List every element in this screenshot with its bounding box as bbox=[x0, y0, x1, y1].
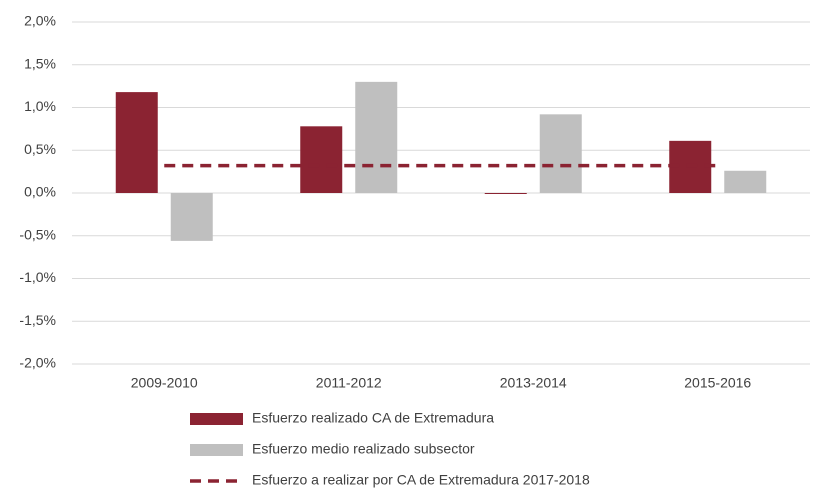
x-tick-label: 2013-2014 bbox=[500, 375, 567, 391]
bar bbox=[484, 193, 527, 194]
y-tick-label: 0,5% bbox=[24, 141, 56, 157]
bar bbox=[115, 92, 158, 193]
legend-label: Esfuerzo a realizar por CA de Extremadur… bbox=[252, 472, 590, 488]
y-tick-label: -0,5% bbox=[19, 226, 56, 242]
legend-swatch bbox=[190, 444, 243, 456]
y-tick-label: -1,5% bbox=[19, 312, 56, 328]
y-tick-label: -1,0% bbox=[19, 269, 56, 285]
x-tick-label: 2015-2016 bbox=[684, 375, 751, 391]
y-tick-label: 1,0% bbox=[24, 98, 56, 114]
legend-label: Esfuerzo medio realizado subsector bbox=[252, 441, 475, 457]
legend-swatch bbox=[190, 413, 243, 425]
legend-label: Esfuerzo realizado CA de Extremadura bbox=[252, 410, 494, 426]
bar bbox=[300, 126, 343, 193]
y-tick-label: -2,0% bbox=[19, 355, 56, 371]
bar bbox=[539, 114, 582, 193]
y-tick-label: 2,0% bbox=[24, 13, 56, 29]
x-tick-label: 2009-2010 bbox=[131, 375, 198, 391]
bar bbox=[724, 170, 767, 193]
y-tick-label: 1,5% bbox=[24, 55, 56, 71]
bar bbox=[355, 81, 398, 193]
x-tick-label: 2011-2012 bbox=[316, 375, 382, 391]
y-tick-label: 0,0% bbox=[24, 184, 56, 200]
bar bbox=[170, 193, 213, 241]
